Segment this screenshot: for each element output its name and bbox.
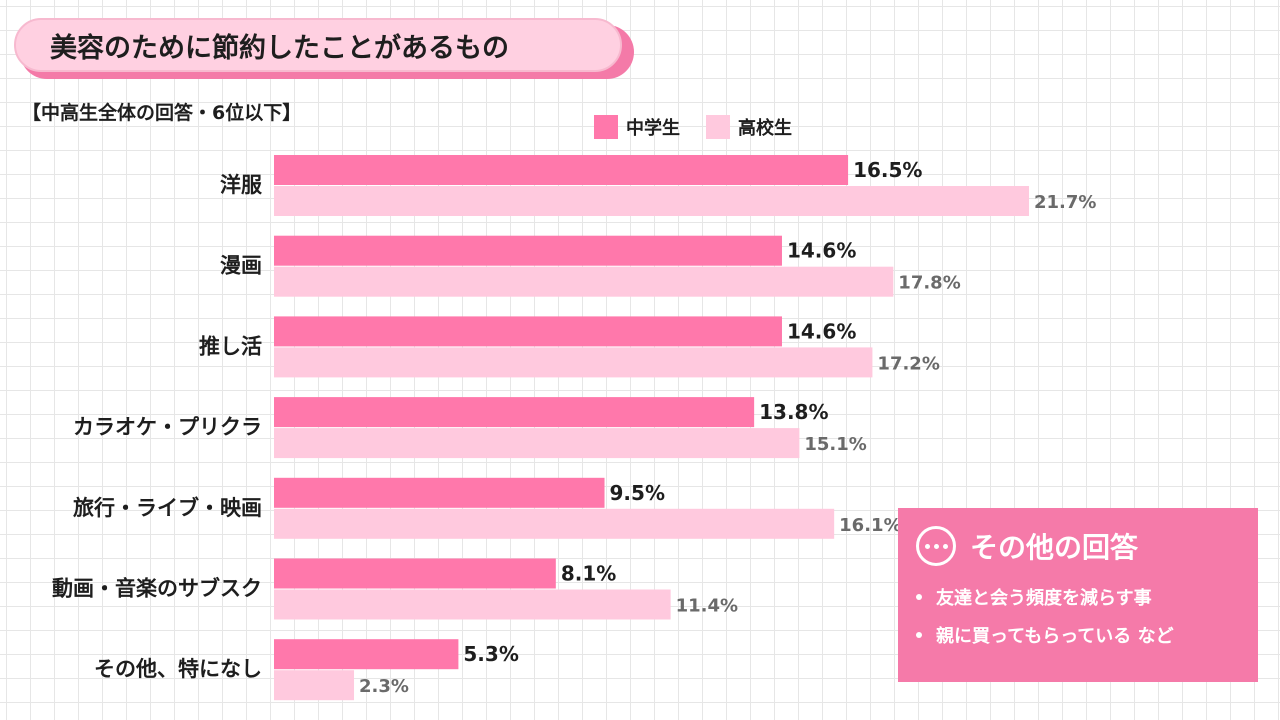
data-label-junior-high: 16.5% [853, 158, 922, 182]
category-label: 漫画 [220, 254, 262, 278]
data-label-high-school: 16.1% [839, 515, 901, 536]
other-answers-box: その他の回答 友達と会う頻度を減らす事 親に買ってもらっている など [898, 508, 1258, 682]
other-answer-item: 親に買ってもらっている など [916, 622, 1258, 648]
legend-swatch-high-school [706, 115, 730, 139]
bar-junior-high [274, 316, 782, 347]
data-label-junior-high: 5.3% [463, 642, 518, 666]
bar-junior-high [274, 155, 849, 185]
bar-junior-high [274, 397, 755, 428]
other-answers-header: その他の回答 [916, 526, 1258, 566]
bar-junior-high [274, 639, 459, 670]
bar-high-school [274, 266, 894, 297]
other-answer-text: 親に買ってもらっている など [936, 626, 1174, 647]
legend-label-high-school: 高校生 [738, 118, 792, 139]
bar-junior-high [274, 477, 605, 508]
legend-swatch-junior-high [594, 115, 618, 139]
title-banner: 美容のために節約したことがあるもの [14, 18, 634, 79]
data-label-junior-high: 14.6% [787, 319, 856, 343]
bar-high-school [274, 589, 671, 620]
data-label-junior-high: 9.5% [610, 481, 665, 505]
chart-title: 美容のために節約したことがあるもの [14, 18, 622, 72]
bar-high-school [274, 186, 1029, 216]
other-answers-title: その他の回答 [970, 531, 1139, 564]
legend-label-junior-high: 中学生 [626, 118, 680, 139]
data-label-high-school: 11.4% [676, 596, 738, 617]
data-label-high-school: 15.1% [804, 434, 866, 455]
category-label: 旅行・ライブ・映画 [73, 496, 262, 520]
bar-junior-high [274, 558, 556, 589]
category-label: 洋服 [220, 173, 263, 197]
other-answer-text: 友達と会う頻度を減らす事 [936, 588, 1152, 609]
legend-item-high-school: 高校生 [706, 114, 792, 140]
category-label: カラオケ・プリクラ [73, 415, 262, 439]
data-label-high-school: 17.2% [877, 353, 939, 374]
category-label: 推し活 [199, 334, 262, 358]
bar-high-school [274, 670, 355, 701]
bar-high-school [274, 347, 873, 378]
category-label: その他、特になし [94, 657, 262, 681]
data-label-high-school: 21.7% [1034, 192, 1096, 213]
category-label: 動画・音楽のサブスク [52, 577, 262, 601]
data-label-high-school: 17.8% [898, 273, 960, 294]
other-answers-list: 友達と会う頻度を減らす事 親に買ってもらっている など [916, 584, 1258, 648]
bullet-icon [916, 594, 922, 600]
data-label-junior-high: 13.8% [759, 400, 828, 424]
chart-subtitle: 【中高生全体の回答・6位以下】 [22, 102, 302, 124]
data-label-high-school: 2.3% [359, 676, 409, 697]
data-label-junior-high: 14.6% [787, 239, 856, 263]
bar-high-school [274, 508, 835, 539]
bullet-icon [916, 632, 922, 638]
ellipsis-icon [916, 526, 956, 566]
legend: 中学生 高校生 [594, 114, 792, 140]
bar-junior-high [274, 235, 782, 266]
other-answer-item: 友達と会う頻度を減らす事 [916, 584, 1258, 610]
bar-high-school [274, 428, 800, 459]
legend-item-junior-high: 中学生 [594, 114, 680, 140]
data-label-junior-high: 8.1% [561, 562, 616, 586]
